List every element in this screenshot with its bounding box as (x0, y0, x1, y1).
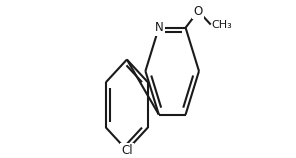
Text: CH₃: CH₃ (212, 20, 232, 30)
Text: N: N (155, 21, 163, 34)
Text: Cl: Cl (121, 144, 133, 157)
Text: O: O (194, 5, 203, 18)
